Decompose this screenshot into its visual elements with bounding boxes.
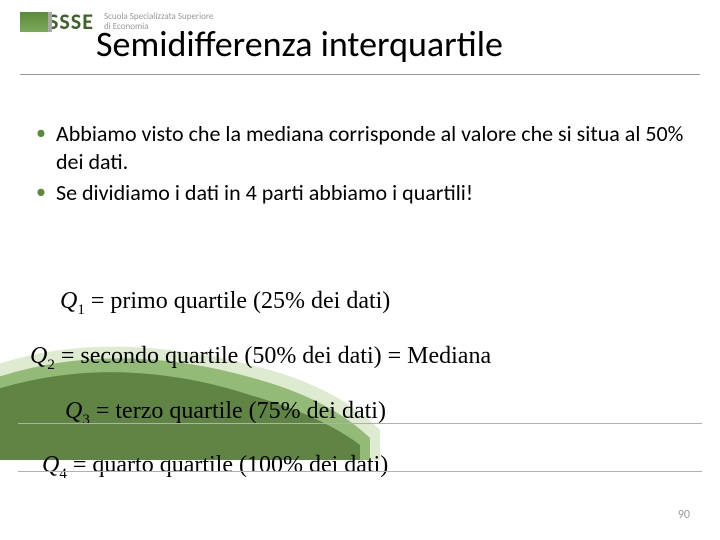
title-divider <box>20 74 700 75</box>
bullet-item: • Se dividiamo i dati in 4 parti abbiamo… <box>36 179 690 207</box>
equation-q2: Q2 = secondo quartile (50% dei dati) = M… <box>30 343 720 374</box>
q3-sub: 3 <box>82 411 90 427</box>
q2-sub: 2 <box>47 357 55 373</box>
logo-bar-icon <box>20 12 48 32</box>
q4-text: = quarto quartile (100% dei dati) <box>73 452 388 478</box>
q1-sub: 1 <box>77 302 85 318</box>
q4-sub: 4 <box>59 466 67 482</box>
equation-q1: Q1 = primo quartile (25% dei dati) <box>60 288 720 319</box>
page-number: 90 <box>678 508 690 522</box>
q2-text: = secondo quartile (50% dei dati) = Medi… <box>61 343 491 369</box>
body-content: • Abbiamo visto che la mediana corrispon… <box>36 120 690 211</box>
slide-title: Semidifferenza interquartile <box>96 22 503 66</box>
equations-block: Q1 = primo quartile (25% dei dati) Q2 = … <box>30 288 720 507</box>
bullet-icon: • <box>36 120 46 146</box>
divider-line <box>18 471 702 472</box>
q3-text: = terzo quartile (75% dei dati) <box>96 398 386 424</box>
bullet-text: Abbiamo visto che la mediana corrisponde… <box>56 120 690 175</box>
q1-text: = primo quartile (25% dei dati) <box>91 288 390 314</box>
bullet-item: • Abbiamo visto che la mediana corrispon… <box>36 120 690 175</box>
equation-q4: Q4 = quarto quartile (100% dei dati) <box>42 452 720 483</box>
logo-main-text: SSSE <box>48 8 94 35</box>
bullet-icon: • <box>36 179 46 205</box>
divider-line <box>18 423 702 424</box>
bullet-text: Se dividiamo i dati in 4 parti abbiamo i… <box>56 179 690 207</box>
